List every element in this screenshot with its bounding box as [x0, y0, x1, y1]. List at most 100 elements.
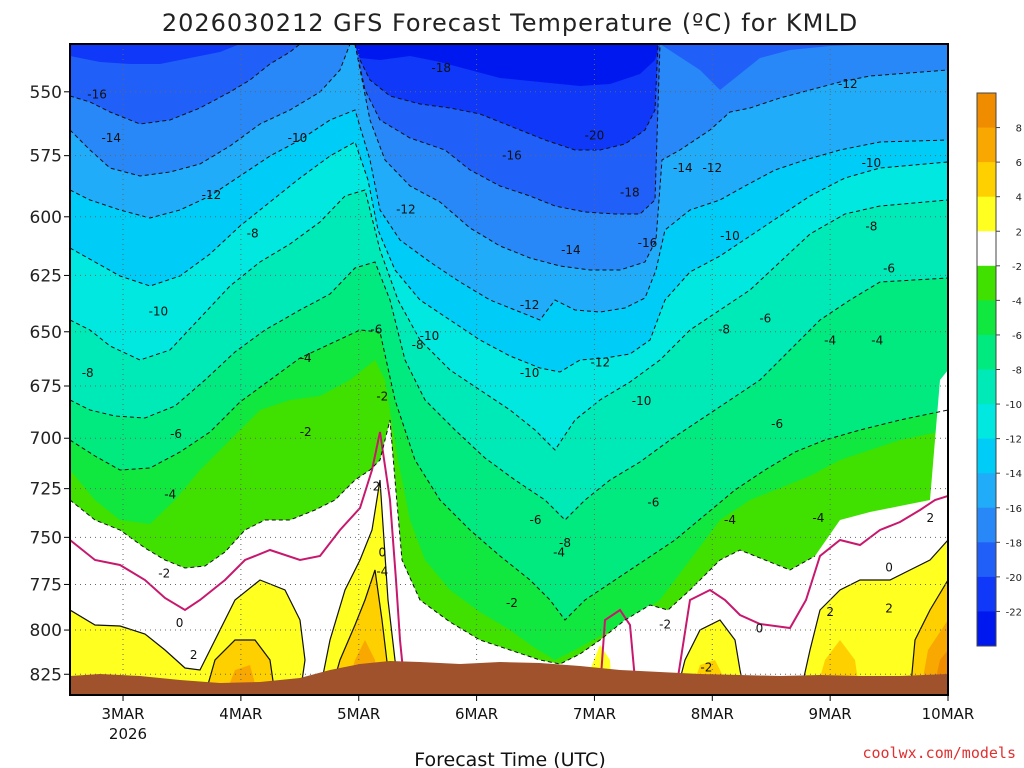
- contour-label: -10: [288, 131, 308, 145]
- y-tick-label: 825: [30, 665, 62, 685]
- contour-label: -6: [771, 417, 783, 431]
- contour-label: -8: [718, 323, 730, 337]
- contour-label: -2: [376, 390, 388, 404]
- x-tick-label: 10MAR: [922, 705, 975, 723]
- y-tick-label: 675: [30, 377, 62, 397]
- contour-label: -14: [101, 131, 121, 145]
- colorbar-swatch: [977, 576, 996, 612]
- colorbar-tick-label: -8: [1012, 366, 1022, 377]
- colorbar-swatch: [977, 93, 996, 129]
- y-tick-label: 650: [30, 323, 62, 343]
- colorbar-swatch: [977, 542, 996, 578]
- y-tick-label: 600: [30, 208, 62, 228]
- contour-label: -6: [883, 262, 895, 276]
- contour-label: -4: [553, 546, 565, 560]
- colorbar-swatch: [977, 611, 996, 647]
- y-tick-label: 700: [30, 429, 62, 449]
- contour-label: -12: [396, 203, 416, 217]
- y-tick-label: 625: [30, 266, 62, 286]
- contour-label: -4: [724, 513, 736, 527]
- y-tick-label: 775: [30, 575, 62, 595]
- x-tick-label: 7MAR: [573, 705, 616, 723]
- contour-label: -18: [620, 186, 640, 200]
- contour-label: 0: [176, 616, 184, 630]
- contour-label: -6: [170, 427, 182, 441]
- colorbar-swatch: [977, 231, 996, 267]
- contour-label: -8: [412, 338, 424, 352]
- contour-label: -18: [431, 61, 451, 75]
- contour-label: -2: [158, 566, 170, 580]
- contour-labels: -16-14-12-10-8-6-4-202-10-8-4-20-22-4-6-…: [82, 61, 934, 674]
- contour-label: -8: [82, 366, 94, 380]
- contour-label: -8: [247, 226, 259, 240]
- credit-text: coolwx.com/models: [862, 744, 1016, 762]
- terrain-ground: [70, 661, 948, 695]
- y-tick-label: 750: [30, 528, 62, 548]
- colorbar-swatch: [977, 369, 996, 405]
- contour-label: -2: [700, 660, 712, 674]
- contour-label: -4: [300, 351, 312, 365]
- negative-contours: [70, 44, 948, 665]
- contour-label: -4: [812, 511, 824, 525]
- x-tick-label: 4MAR: [219, 705, 262, 723]
- plot-area: [70, 44, 948, 695]
- contour-label: -8: [865, 219, 877, 233]
- colorbar-swatch: [977, 334, 996, 370]
- colorbar-tick-label: -18: [1006, 538, 1022, 549]
- colorbar-tick-label: 6: [1016, 158, 1022, 169]
- colorbar-tick-label: -20: [1006, 573, 1022, 584]
- colorbar-swatch: [977, 300, 996, 336]
- colorbar-tick-label: -22: [1006, 607, 1022, 618]
- contour-label: -10: [149, 305, 169, 319]
- colorbar-tick-label: -14: [1006, 469, 1022, 480]
- colorbar-tick-label: -2: [1012, 262, 1022, 273]
- contour-label: -10: [420, 329, 440, 343]
- contour-label: -6: [370, 323, 382, 337]
- colorbar-swatch: [977, 265, 996, 301]
- colorbar-swatch: [977, 507, 996, 543]
- y-tick-label: 725: [30, 480, 62, 500]
- contour-label: 2: [826, 605, 834, 619]
- contour-label: 0: [885, 561, 893, 575]
- x-tick-label: 8MAR: [691, 705, 734, 723]
- contour-label: -12: [202, 188, 222, 202]
- contour-label: -4: [164, 488, 176, 502]
- contour-label: -16: [638, 236, 658, 250]
- x-tick-label: 5MAR: [337, 705, 380, 723]
- colorbar-tick-label: -4: [1012, 296, 1022, 307]
- contour-label: 2: [885, 601, 893, 615]
- x-tick-label: 3MAR: [101, 705, 144, 723]
- contour-label: -12: [591, 355, 611, 369]
- y-axis: 550 575 600 625 650 675 700 725 750 775 800 825: [30, 83, 70, 685]
- contour-label: -10: [520, 366, 540, 380]
- contour-label: -16: [502, 149, 522, 163]
- colorbar-swatch: [977, 127, 996, 163]
- contour-label: 0: [378, 546, 386, 560]
- contour-label: -12: [838, 77, 858, 91]
- colorbar-tick-label: 8: [1016, 124, 1022, 135]
- contour-label: -6: [759, 311, 771, 325]
- contour-label: -10: [632, 394, 652, 408]
- colorbar-tick-label: -16: [1006, 504, 1022, 515]
- chart-title: 2026030212 GFS Forecast Temperature (ºC)…: [162, 9, 858, 37]
- colorbar-tick-label: -10: [1006, 400, 1022, 411]
- contour-label: -20: [585, 129, 605, 143]
- colorbar-swatch: [977, 162, 996, 198]
- contour-label: -2: [506, 596, 518, 610]
- positive-contours: [70, 479, 948, 695]
- colorbar-tick-label: 2: [1016, 227, 1022, 238]
- contour-label: 2: [190, 648, 198, 662]
- contour-label: -2: [659, 618, 671, 632]
- colorbar-tick-label: 4: [1016, 193, 1022, 204]
- colorbar-swatch: [977, 438, 996, 474]
- contour-label: -4: [871, 334, 883, 348]
- colorbar-swatch: [977, 473, 996, 509]
- contour-label: 2: [927, 511, 935, 525]
- x-axis-title: Forecast Time (UTC): [414, 749, 605, 768]
- y-tick-label: 575: [30, 147, 62, 167]
- contour-label: -6: [530, 513, 542, 527]
- contour-label: -6: [647, 495, 659, 509]
- contour-label: -14: [673, 161, 693, 175]
- colorbar-swatch: [977, 196, 996, 232]
